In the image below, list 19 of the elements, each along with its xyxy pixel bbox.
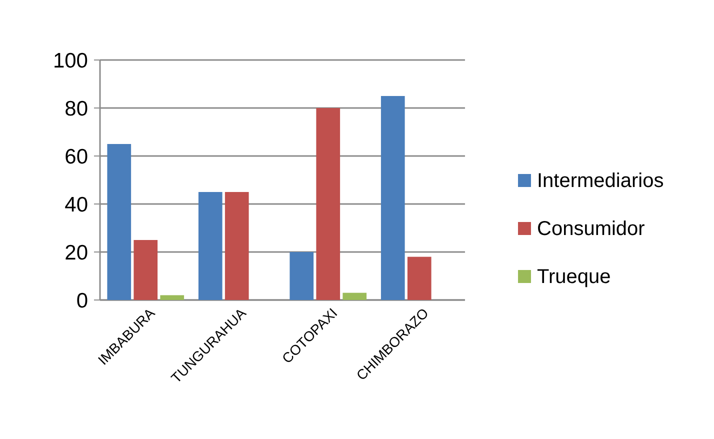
legend-label: Intermediarios — [537, 170, 664, 192]
bar — [342, 292, 367, 300]
bar — [290, 252, 314, 300]
legend-label: Trueque — [537, 266, 611, 288]
y-tick-label: 0 — [76, 289, 88, 312]
y-tick-label: 60 — [64, 145, 88, 168]
bar — [198, 192, 222, 300]
bar — [407, 256, 432, 300]
bar — [107, 144, 132, 300]
bar — [224, 192, 249, 300]
legend-label: Consumidor — [537, 218, 646, 240]
y-tick-label: 100 — [52, 49, 88, 72]
y-tick-label: 40 — [64, 193, 88, 216]
bar — [134, 240, 158, 300]
bar — [160, 295, 184, 300]
bar — [316, 108, 340, 300]
bar — [380, 96, 405, 300]
y-tick-label: 20 — [64, 241, 88, 264]
y-tick-label: 80 — [64, 97, 88, 120]
